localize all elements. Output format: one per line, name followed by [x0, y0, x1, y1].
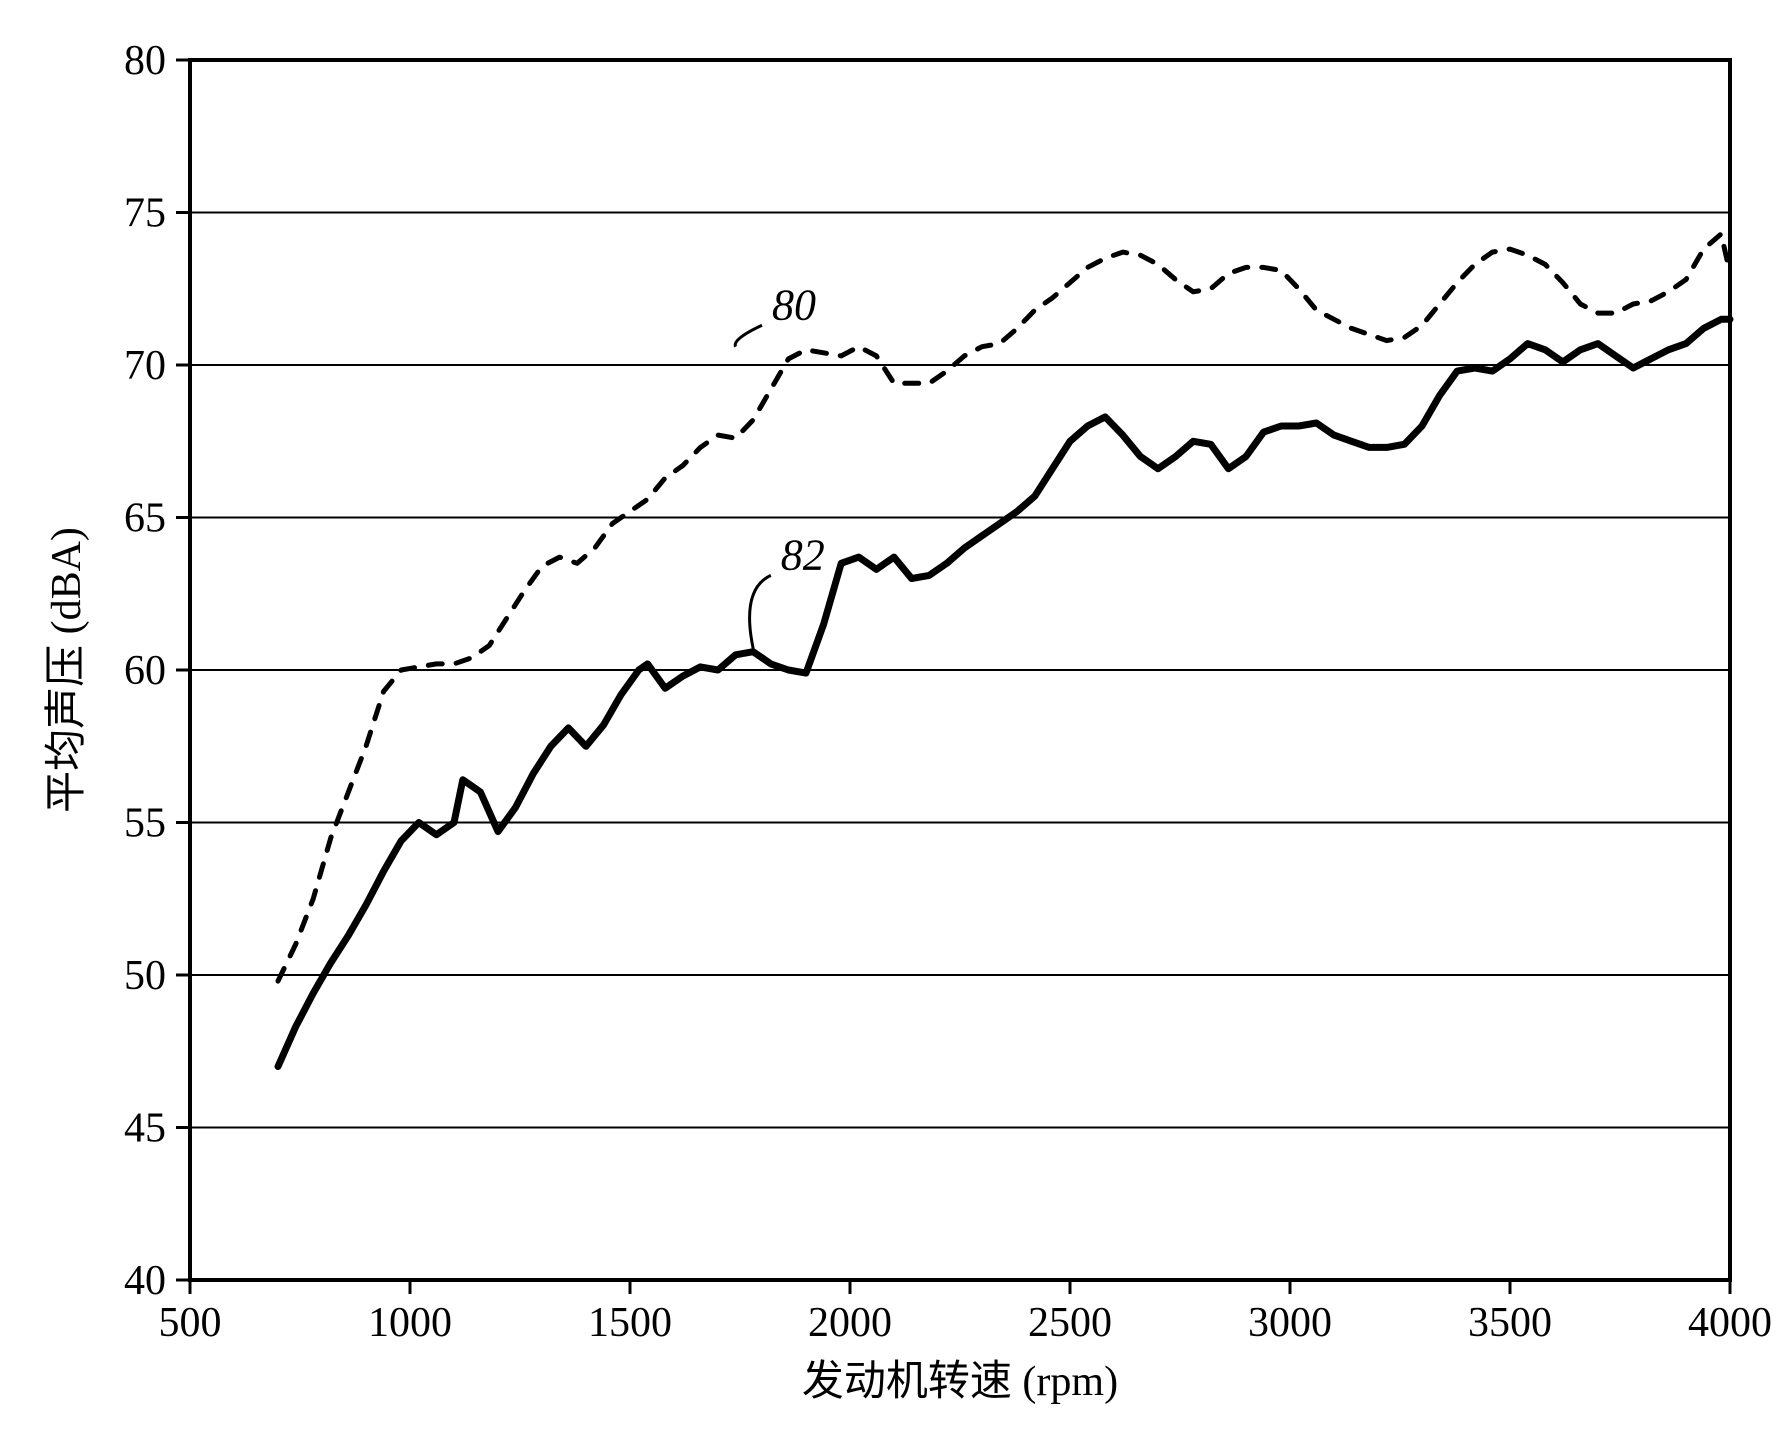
series-label-82: 82: [781, 530, 825, 579]
y-tick-label: 60: [124, 648, 166, 694]
y-tick-label: 80: [124, 38, 166, 84]
x-tick-label: 2000: [808, 1300, 892, 1346]
x-tick-label: 2500: [1028, 1300, 1112, 1346]
y-tick-label: 50: [124, 953, 166, 999]
y-axis-label: 平均声压 (dBA): [44, 527, 90, 813]
y-tick-label: 75: [124, 191, 166, 237]
x-tick-label: 3000: [1248, 1300, 1332, 1346]
y-tick-label: 45: [124, 1106, 166, 1152]
series-label-80: 80: [772, 280, 816, 329]
y-tick-label: 55: [124, 801, 166, 847]
x-tick-label: 500: [159, 1300, 222, 1346]
y-tick-label: 65: [124, 496, 166, 542]
x-tick-label: 1000: [368, 1300, 452, 1346]
x-tick-label: 1500: [588, 1300, 672, 1346]
y-tick-label: 70: [124, 343, 166, 389]
x-tick-label: 3500: [1468, 1300, 1552, 1346]
line-chart: 500 1000 1500 2000 2500 3000 3500 4000 40 45 50 55 6…: [0, 0, 1790, 1449]
x-axis-label: 发动机转速 (rpm): [802, 1359, 1118, 1405]
y-tick-label: 40: [124, 1258, 166, 1304]
chart-container: 500 1000 1500 2000 2500 3000 3500 4000 40 45 50 55 6…: [0, 0, 1790, 1449]
x-tick-label: 4000: [1688, 1300, 1772, 1346]
